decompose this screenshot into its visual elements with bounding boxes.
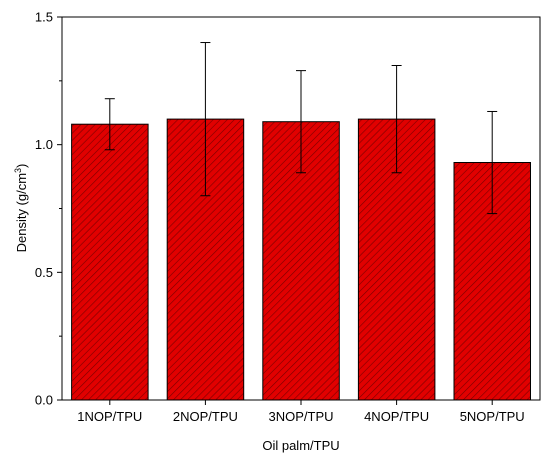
- y-tick-label: 0.0: [35, 393, 53, 408]
- x-tick-label: 3NOP/TPU: [268, 409, 333, 424]
- x-tick-label: 4NOP/TPU: [364, 409, 429, 424]
- plot-frame: [61, 16, 541, 401]
- y-tick-label: 0.5: [35, 265, 53, 280]
- y-axis-title: Density (g/cm3): [13, 164, 29, 253]
- x-tick-label: 2NOP/TPU: [173, 409, 238, 424]
- y-axis-ticks: 0.0 0.5 1.0 1.5: [35, 10, 62, 408]
- x-axis-title: Oil palm/TPU: [262, 438, 339, 453]
- error-bar-group: [104, 42, 498, 215]
- x-tick-label: 5NOP/TPU: [460, 409, 525, 424]
- y-tick-label: 1.0: [35, 137, 53, 152]
- x-tick-label: 1NOP/TPU: [77, 409, 142, 424]
- y-axis-title-close: ): [14, 164, 29, 168]
- bar: [71, 123, 149, 401]
- y-tick-label: 1.5: [35, 10, 53, 25]
- x-axis-ticks: 1NOP/TPU 2NOP/TPU 3NOP/TPU 4NOP/TPU 5NOP/TPU: [77, 400, 525, 424]
- y-axis-title-superscript: 3: [13, 168, 23, 173]
- y-axis-title-main: Density (g/cm: [14, 173, 29, 252]
